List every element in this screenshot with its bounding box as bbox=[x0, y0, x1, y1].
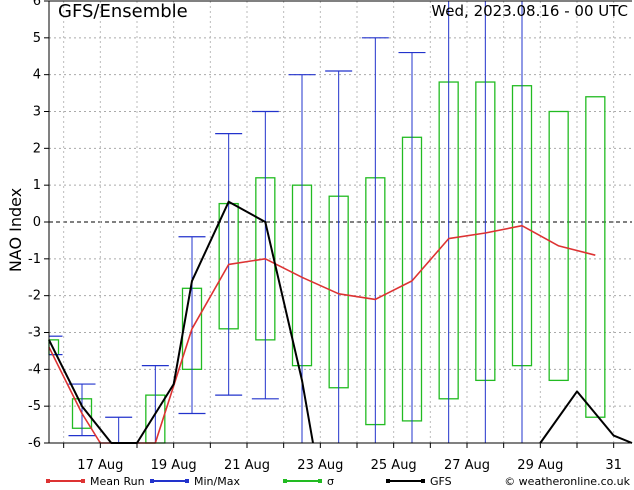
legend-swatch-end bbox=[421, 479, 425, 483]
y-tick-label: 4 bbox=[33, 68, 41, 83]
y-axis-label: NAO Index bbox=[6, 188, 25, 272]
legend-item: Min/Max bbox=[150, 475, 240, 488]
series-layer bbox=[48, 200, 633, 444]
axis-layer: -6 -5 -4 -3 -2 -1 0 1 2 3 4 5 6 17 Aug 19 Aug 21 Aug 23 … bbox=[28, 0, 632, 473]
legend-swatch-end bbox=[386, 479, 390, 483]
legend-label: Mean Run bbox=[90, 475, 145, 488]
chart-subtitle: Wed, 2023.08.16 - 00 UTC bbox=[431, 2, 628, 20]
minmax-whisker bbox=[251, 110, 279, 400]
y-tick-label: 2 bbox=[33, 141, 41, 156]
y-tick-label: -2 bbox=[28, 289, 41, 304]
minmax-whisker bbox=[105, 416, 133, 443]
legend-item: Mean Run bbox=[46, 475, 145, 488]
x-tick-label: 17 Aug bbox=[77, 458, 123, 473]
copyright-label: © weatheronline.co.uk bbox=[504, 475, 630, 488]
mean-run-line bbox=[48, 224, 596, 444]
gfs-line bbox=[48, 200, 314, 444]
x-tick-label: 31 bbox=[605, 458, 622, 473]
legend-label: GFS bbox=[430, 475, 452, 488]
y-tick-label: -5 bbox=[28, 399, 41, 414]
x-tick-label: 25 Aug bbox=[371, 458, 417, 473]
y-tick-label: 6 bbox=[33, 0, 41, 9]
sigma-box bbox=[585, 96, 606, 418]
y-tick-label: 5 bbox=[33, 31, 41, 46]
y-tick-label: 0 bbox=[33, 215, 41, 230]
legend-item: GFS bbox=[386, 475, 452, 488]
gfs-line bbox=[539, 390, 633, 444]
y-tick-label: -6 bbox=[28, 436, 41, 451]
legend-item: © weatheronline.co.uk bbox=[504, 475, 630, 488]
sigma-layer bbox=[48, 81, 606, 444]
legend-swatch-end bbox=[185, 479, 189, 483]
y-tick-label: -3 bbox=[28, 326, 41, 341]
y-tick-label: 1 bbox=[33, 178, 41, 193]
minmax-whisker bbox=[361, 37, 389, 443]
y-tick-label: -1 bbox=[28, 252, 41, 267]
x-tick-label: 19 Aug bbox=[151, 458, 197, 473]
legend-item: σ bbox=[283, 475, 334, 488]
legend-swatch-end bbox=[46, 479, 50, 483]
minmax-whisker bbox=[398, 51, 426, 443]
minmax-layer bbox=[48, 1, 523, 443]
legend-swatch-end bbox=[283, 479, 287, 483]
legend: Mean Run Min/Max σ GFS © weatheronline.co.uk bbox=[46, 475, 631, 488]
x-tick-label: 21 Aug bbox=[224, 458, 270, 473]
legend-label: Min/Max bbox=[194, 475, 240, 488]
chart-title: GFS/Ensemble bbox=[58, 1, 188, 22]
sigma-box bbox=[548, 110, 569, 382]
legend-swatch-end bbox=[150, 479, 154, 483]
minmax-whisker bbox=[325, 70, 353, 443]
y-tick-label: -4 bbox=[28, 362, 41, 377]
minmax-whisker bbox=[178, 236, 206, 415]
minmax-whisker bbox=[68, 383, 96, 437]
grid-layer bbox=[49, 0, 632, 444]
x-tick-label: 23 Aug bbox=[297, 458, 343, 473]
text-layer: GFS/Ensemble Wed, 2023.08.16 - 00 UTC NA… bbox=[6, 1, 628, 272]
legend-label: σ bbox=[327, 475, 334, 488]
legend-swatch-end bbox=[318, 479, 322, 483]
x-tick-label: 29 Aug bbox=[517, 458, 563, 473]
minmax-whisker bbox=[141, 365, 169, 443]
legend-swatch-end bbox=[81, 479, 85, 483]
y-tick-label: 3 bbox=[33, 105, 41, 120]
x-tick-label: 27 Aug bbox=[444, 458, 490, 473]
